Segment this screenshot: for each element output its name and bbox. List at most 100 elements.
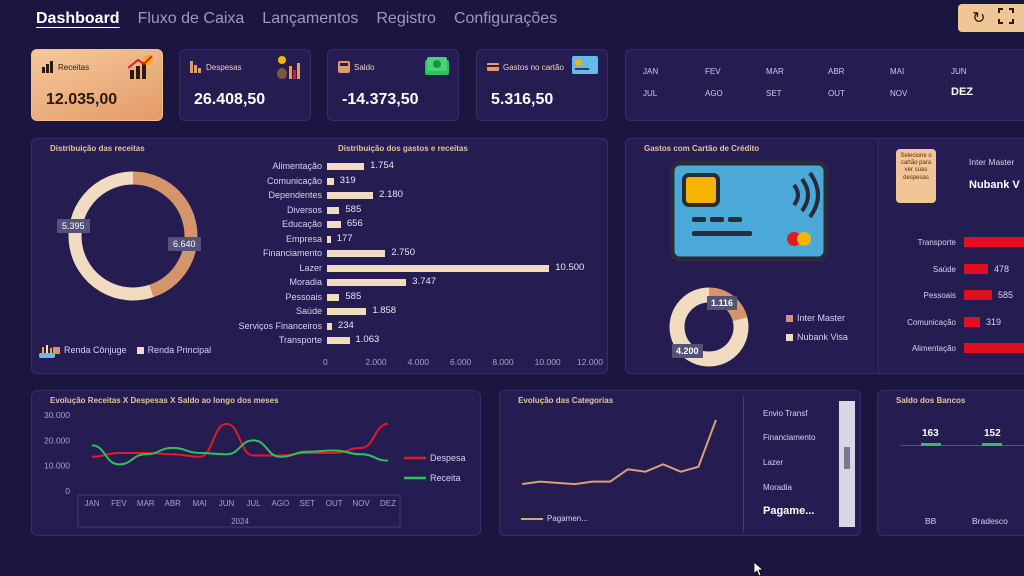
x-tick: OUT [326,499,343,508]
growth-chart-icon [127,54,154,85]
receitas-donut [68,171,198,301]
bank-name-bradesco: Bradesco [972,516,1008,526]
month-ago[interactable]: AGO [705,89,723,98]
x-tick: AGO [271,499,289,508]
bar-label: Comunicação [266,175,322,186]
categorias-line-chart [521,419,717,486]
bancos-title: Saldo dos Bancos [896,396,966,405]
category-item[interactable]: Lazer [763,458,784,467]
legend-line [521,517,543,520]
month-abr[interactable]: ABR [828,67,845,76]
tab-registro[interactable]: Registro [376,10,436,27]
gastos-title: Distribuição dos gastos e receitas [338,144,468,153]
bar-value: 2.180 [379,189,403,200]
legend-label: Despesa [430,453,466,463]
cartao-label-nubank: 4.200 [672,344,703,358]
receitas-title: Distribuição das receitas [50,144,145,153]
bank-bar-bradesco [982,443,1002,446]
card-bar-value: 478 [994,263,1010,274]
x-tick: JAN [84,499,99,508]
bar [327,322,332,330]
month-jul[interactable]: JUL [643,89,658,98]
category-list: Envio Transf Financiamento Lazer Moradia… [743,397,857,531]
month-jun[interactable]: JUN [951,67,967,76]
scrollbar[interactable] [839,401,855,527]
month-mai[interactable]: MAI [890,67,905,76]
kpi-label: Gastos no cartão [503,63,564,72]
bar [327,308,367,315]
month-jan[interactable]: JAN [643,67,659,76]
card-option-nubank[interactable]: Nubank V [969,179,1020,191]
card-bar [964,237,1024,247]
x-tick: MAR [137,499,155,508]
kpi-gastos-cartao[interactable]: Gastos no cartão 5.316,50 [476,49,608,121]
month-fev[interactable]: FEV [705,67,721,76]
month-out[interactable]: OUT [828,89,845,98]
card-bar [964,343,1024,353]
bar-value: 585 [345,203,362,215]
x-tick: ABR [165,499,182,508]
bar [327,264,550,272]
cartao-label-inter: 1.116 [707,296,738,310]
series-line-receita [91,439,389,466]
bar-label: Diversos [286,204,322,215]
tab-dashboard[interactable]: Dashboard [36,10,120,27]
bar-value: 2.750 [391,247,415,258]
kpi-saldo[interactable]: Saldo -14.373,50 [327,49,459,121]
donut-slice-0 [132,171,198,298]
kpi-label: Receitas [58,63,90,72]
money-bag-icon [274,54,302,87]
bar [327,221,341,228]
x-tick: JUN [219,499,235,508]
refresh-icon[interactable]: ↻ [972,10,986,27]
scrollbar-thumb[interactable] [844,447,850,469]
category-item[interactable]: Moradia [763,483,792,492]
x-tick: 0 [323,357,328,367]
bar [327,250,386,257]
tab-lancamentos[interactable]: Lançamentos [262,10,359,27]
legend-label: Pagamen... [547,514,588,523]
bar-value: 1.754 [370,160,394,171]
y-tick: 0 [65,486,70,496]
bar-value: 234 [337,319,354,331]
x-tick: SET [299,499,315,508]
legend-inter: Inter Master [786,313,845,323]
banknote-icon [424,54,450,85]
bar-label: Dependentes [268,190,322,200]
evolucao-title: Evolução Receitas X Despesas X Saldo ao … [50,396,279,405]
y-tick: 10.000 [44,461,70,471]
distribution-panel: Distribuição das receitas 5.395 6.640 Re… [31,138,608,374]
card-bar-label: Alimentação [911,344,956,353]
category-item[interactable]: Envio Transf [763,409,808,418]
card-option-inter[interactable]: Inter Master [969,157,1015,167]
category-item[interactable]: Financiamento [763,433,816,442]
card-bar [964,290,992,300]
tab-configuracoes[interactable]: Configurações [453,10,558,27]
bar [327,163,365,170]
bar-value: 1.063 [355,334,380,345]
card-icon [487,60,499,78]
month-selector: JAN FEV MAR ABR MAI JUN JUL AGO SET OUT … [625,49,1024,121]
tab-fluxo-de-caixa[interactable]: Fluxo de Caixa [137,10,245,27]
kpi-receitas[interactable]: Receitas 12.035,00 [31,49,163,121]
bar-value: 10.500 [555,261,585,273]
month-dez[interactable]: DEZ [951,86,973,98]
bar-chart-icon [190,60,202,78]
x-axis-frame [77,494,401,528]
month-mar[interactable]: MAR [766,67,784,76]
bar-label: Serviços Financeiros [238,320,322,331]
month-nov[interactable]: NOV [890,89,908,98]
fullscreen-icon[interactable] [997,7,1014,29]
legend-label: Receita [430,473,461,483]
bank-value-bb: 163 [922,428,939,439]
card-selector-hint[interactable]: Selecione o cartão para ver suas despesa… [896,149,936,203]
x-tick: 12.000 [577,357,603,367]
receitas-label-conjuge: 5.395 [57,219,90,233]
bar [327,177,334,185]
month-set[interactable]: SET [766,89,782,98]
x-tick: 2.000 [365,357,387,367]
category-item-selected[interactable]: Pagame... [763,505,815,517]
calculator-icon [338,60,350,78]
kpi-despesas[interactable]: Despesas 26.408,50 [179,49,311,121]
y-tick: 20.000 [44,435,70,445]
